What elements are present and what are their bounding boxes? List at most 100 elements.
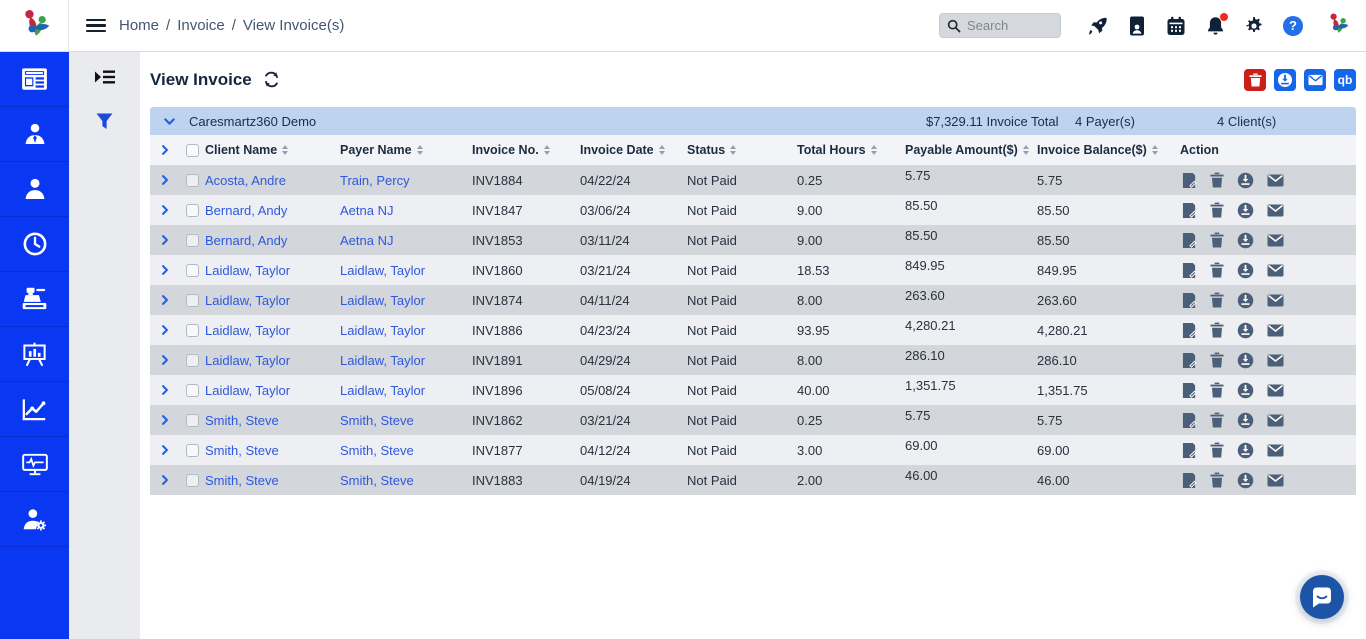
- edit-invoice-button[interactable]: [1182, 472, 1197, 489]
- row-checkbox[interactable]: [186, 443, 199, 457]
- download-invoice-button[interactable]: [1237, 382, 1254, 399]
- edit-invoice-button[interactable]: [1182, 232, 1197, 249]
- delete-invoice-button[interactable]: [1210, 382, 1224, 398]
- quickbooks-button[interactable]: qb: [1334, 68, 1356, 91]
- delete-invoice-button[interactable]: [1210, 472, 1224, 488]
- row-expand-button[interactable]: [150, 383, 180, 397]
- sidebar-item-clients[interactable]: [0, 162, 69, 217]
- filter-button[interactable]: [69, 104, 140, 138]
- row-checkbox[interactable]: [186, 473, 199, 487]
- column-header-payer[interactable]: Payer Name: [340, 143, 472, 157]
- delete-invoice-button[interactable]: [1210, 262, 1224, 278]
- edit-invoice-button[interactable]: [1182, 382, 1197, 399]
- download-invoice-button[interactable]: [1237, 352, 1254, 369]
- edit-invoice-button[interactable]: [1182, 412, 1197, 429]
- row-expand-button[interactable]: [150, 263, 180, 277]
- bell-icon[interactable]: [1205, 12, 1228, 36]
- breadcrumb-home[interactable]: Home: [119, 17, 160, 34]
- email-invoice-button[interactable]: [1267, 204, 1284, 217]
- download-invoice-button[interactable]: [1237, 172, 1254, 189]
- search-box[interactable]: [939, 13, 1061, 38]
- delete-invoice-button[interactable]: [1210, 412, 1224, 428]
- download-invoice-button[interactable]: [1237, 232, 1254, 249]
- payer-name-link[interactable]: Laidlaw, Taylor: [340, 262, 426, 278]
- payer-name-link[interactable]: Aetna NJ: [340, 232, 394, 248]
- row-checkbox[interactable]: [186, 293, 199, 307]
- delete-invoice-button[interactable]: [1210, 322, 1224, 338]
- email-invoice-button[interactable]: [1267, 174, 1284, 187]
- email-invoice-button[interactable]: [1267, 264, 1284, 277]
- help-icon[interactable]: ?: [1283, 15, 1303, 36]
- edit-invoice-button[interactable]: [1182, 262, 1197, 279]
- client-name-link[interactable]: Laidlaw, Taylor: [205, 292, 291, 308]
- column-header-invoice-no[interactable]: Invoice No.: [472, 143, 580, 157]
- edit-invoice-button[interactable]: [1182, 322, 1197, 339]
- email-invoice-button[interactable]: [1267, 324, 1284, 337]
- search-input[interactable]: [967, 18, 1047, 33]
- row-checkbox[interactable]: [186, 233, 199, 247]
- payer-name-link[interactable]: Aetna NJ: [340, 202, 394, 218]
- sidebar-item-admin[interactable]: [0, 492, 69, 547]
- delete-invoice-button[interactable]: [1210, 292, 1224, 308]
- download-invoices-button[interactable]: [1274, 68, 1296, 91]
- column-header-client[interactable]: Client Name: [205, 143, 340, 157]
- client-name-link[interactable]: Smith, Steve: [205, 442, 279, 458]
- client-name-link[interactable]: Bernard, Andy: [205, 232, 288, 248]
- download-invoice-button[interactable]: [1237, 322, 1254, 339]
- client-name-link[interactable]: Laidlaw, Taylor: [205, 322, 291, 338]
- client-name-link[interactable]: Laidlaw, Taylor: [205, 352, 291, 368]
- edit-invoice-button[interactable]: [1182, 442, 1197, 459]
- email-invoice-button[interactable]: [1267, 354, 1284, 367]
- client-name-link[interactable]: Bernard, Andy: [205, 202, 288, 218]
- sidebar-item-scheduling[interactable]: [0, 217, 69, 272]
- email-invoice-button[interactable]: [1267, 444, 1284, 457]
- expand-all-button[interactable]: [150, 143, 180, 157]
- client-name-link[interactable]: Laidlaw, Taylor: [205, 382, 291, 398]
- row-expand-button[interactable]: [150, 233, 180, 247]
- hamburger-menu-icon[interactable]: [86, 18, 106, 33]
- delete-invoice-button[interactable]: [1210, 202, 1224, 218]
- email-invoice-button[interactable]: [1267, 384, 1284, 397]
- sidebar-item-employees[interactable]: [0, 107, 69, 162]
- row-checkbox[interactable]: [186, 173, 199, 187]
- email-invoices-button[interactable]: [1304, 68, 1326, 91]
- column-header-status[interactable]: Status: [687, 143, 797, 157]
- email-invoice-button[interactable]: [1267, 414, 1284, 427]
- payer-name-link[interactable]: Smith, Steve: [340, 442, 414, 458]
- payer-name-link[interactable]: Smith, Steve: [340, 412, 414, 428]
- select-all-checkbox[interactable]: [186, 143, 199, 157]
- email-invoice-button[interactable]: [1267, 294, 1284, 307]
- document-contact-icon[interactable]: [1127, 16, 1147, 36]
- gear-icon[interactable]: [1244, 16, 1264, 36]
- download-invoice-button[interactable]: [1237, 412, 1254, 429]
- chat-launcher-button[interactable]: [1300, 575, 1344, 619]
- row-checkbox[interactable]: [186, 413, 199, 427]
- download-invoice-button[interactable]: [1237, 472, 1254, 489]
- download-invoice-button[interactable]: [1237, 442, 1254, 459]
- row-checkbox[interactable]: [186, 263, 199, 277]
- column-header-payable[interactable]: Payable Amount($): [905, 143, 1037, 157]
- edit-invoice-button[interactable]: [1182, 172, 1197, 189]
- sidebar-item-monitoring[interactable]: [0, 437, 69, 492]
- delete-invoice-button[interactable]: [1210, 232, 1224, 248]
- payer-name-link[interactable]: Laidlaw, Taylor: [340, 352, 426, 368]
- row-checkbox[interactable]: [186, 353, 199, 367]
- row-expand-button[interactable]: [150, 413, 180, 427]
- row-expand-button[interactable]: [150, 323, 180, 337]
- download-invoice-button[interactable]: [1237, 262, 1254, 279]
- rocket-icon[interactable]: [1088, 16, 1108, 36]
- sidebar-item-billing[interactable]: [0, 272, 69, 327]
- breadcrumb-invoice[interactable]: Invoice: [177, 17, 225, 34]
- email-invoice-button[interactable]: [1267, 474, 1284, 487]
- delete-invoice-button[interactable]: [1210, 352, 1224, 368]
- row-expand-button[interactable]: [150, 293, 180, 307]
- delete-invoice-button[interactable]: [1210, 442, 1224, 458]
- row-expand-button[interactable]: [150, 353, 180, 367]
- column-header-balance[interactable]: Invoice Balance($): [1037, 143, 1180, 157]
- edit-invoice-button[interactable]: [1182, 202, 1197, 219]
- client-name-link[interactable]: Smith, Steve: [205, 472, 279, 488]
- row-expand-button[interactable]: [150, 203, 180, 217]
- payer-name-link[interactable]: Smith, Steve: [340, 472, 414, 488]
- row-checkbox[interactable]: [186, 383, 199, 397]
- refresh-button[interactable]: [262, 70, 281, 89]
